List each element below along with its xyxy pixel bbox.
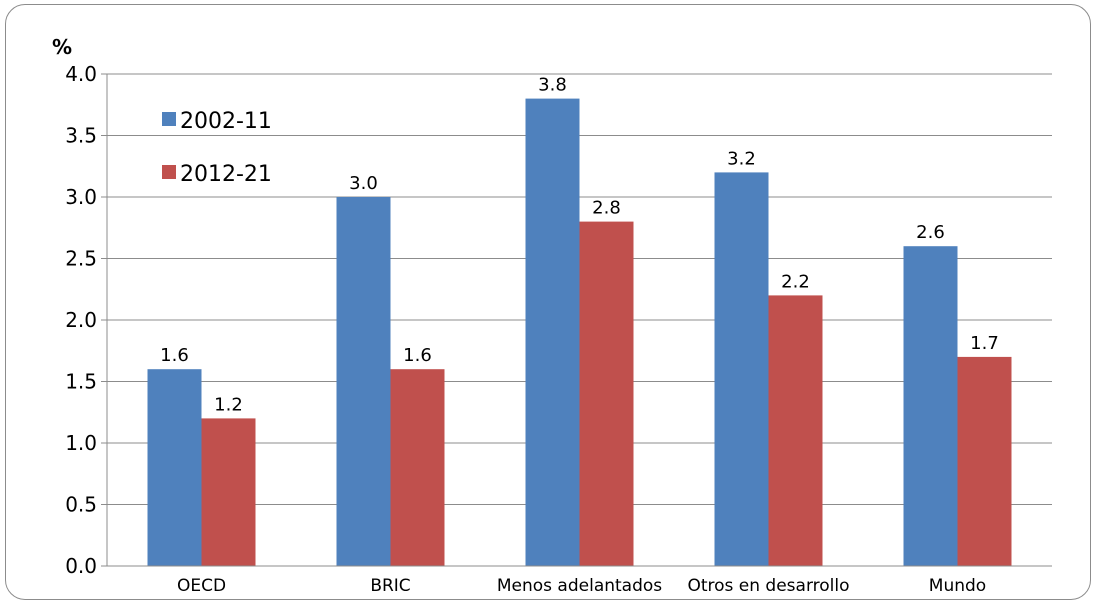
bar-2012-21-otros-en-desarrollo bbox=[768, 295, 823, 566]
data-label: 2.8 bbox=[592, 198, 621, 219]
bar-2002-11-bric bbox=[336, 197, 391, 566]
y-tick-label: 1.5 bbox=[65, 370, 97, 394]
x-category-label: Otros en desarrollo bbox=[687, 576, 849, 596]
y-tick-label: 3.5 bbox=[65, 124, 97, 148]
x-axis-labels: OECD BRIC Menos adelantados Otros en desarr… bbox=[107, 565, 1052, 596]
y-tick-label: 2.5 bbox=[65, 247, 97, 271]
bar-2012-21-bric bbox=[390, 369, 445, 566]
bar-2002-11-oecd bbox=[147, 369, 202, 566]
y-tick-label: 0.0 bbox=[65, 554, 97, 578]
legend-label-2012-21: 2012-21 bbox=[180, 162, 272, 187]
data-label: 1.6 bbox=[160, 345, 189, 366]
data-label: 1.6 bbox=[403, 345, 432, 366]
legend-swatch-2012-21 bbox=[162, 165, 176, 179]
y-axis-ticks: 0.0 0.5 1.0 1.5 2.0 2.5 3.0 3.5 4.0 bbox=[65, 62, 107, 578]
bar-2002-11-menos-adelantados bbox=[525, 98, 580, 566]
bar-2002-11-otros-en-desarrollo bbox=[714, 172, 769, 566]
y-tick-label: 0.5 bbox=[65, 493, 97, 517]
y-unit-label: % bbox=[52, 35, 72, 59]
data-label: 1.2 bbox=[214, 394, 243, 415]
data-label: 2.6 bbox=[916, 222, 945, 243]
x-category-label: Menos adelantados bbox=[497, 576, 662, 596]
bar-2012-21-oecd bbox=[201, 418, 256, 566]
data-label: 2.2 bbox=[781, 271, 810, 292]
bars bbox=[147, 98, 1012, 566]
bar-2012-21-mundo bbox=[957, 356, 1012, 566]
x-category-label: BRIC bbox=[370, 576, 410, 596]
data-label: 3.2 bbox=[727, 148, 756, 169]
legend-label-2002-11: 2002-11 bbox=[180, 109, 272, 134]
y-tick-label: 1.0 bbox=[65, 431, 97, 455]
y-tick-label: 2.0 bbox=[65, 308, 97, 332]
data-label: 3.8 bbox=[538, 75, 567, 96]
legend: 2002-11 2012-21 bbox=[162, 109, 272, 187]
legend-swatch-2002-11 bbox=[162, 112, 176, 126]
y-tick-label: 4.0 bbox=[65, 62, 97, 86]
bar-2002-11-mundo bbox=[903, 246, 958, 566]
data-label: 3.0 bbox=[349, 173, 378, 194]
data-labels: 1.6 1.2 3.0 1.6 3.8 2.8 3.2 2.2 2.6 1.7 bbox=[160, 75, 999, 416]
x-category-label: Mundo bbox=[929, 576, 986, 596]
x-category-label: OECD bbox=[177, 576, 226, 596]
data-label: 1.7 bbox=[970, 333, 999, 354]
bar-2012-21-menos-adelantados bbox=[579, 221, 634, 566]
y-tick-label: 3.0 bbox=[65, 185, 97, 209]
